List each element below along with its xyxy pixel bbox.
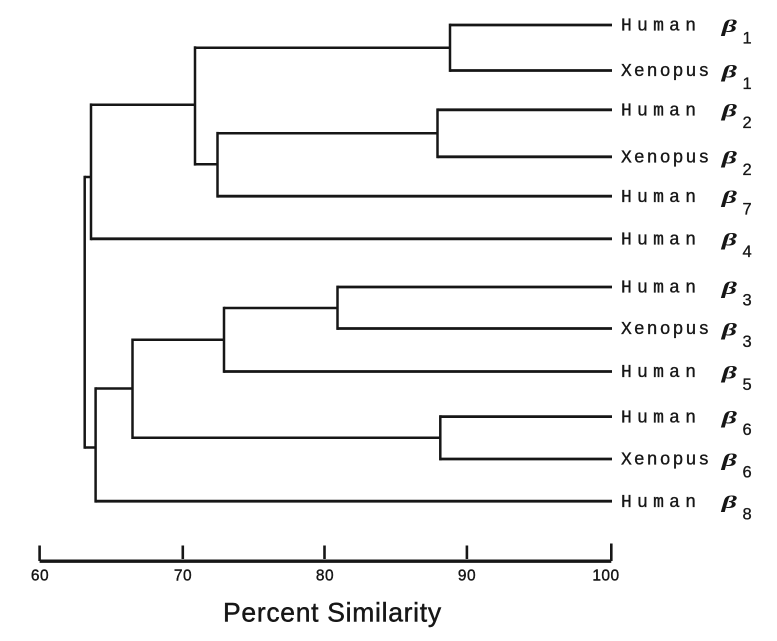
svg-text:β: β — [721, 148, 738, 168]
svg-text:β: β — [721, 320, 738, 340]
svg-text:β: β — [721, 408, 738, 428]
svg-text:Human: Human — [621, 279, 701, 299]
svg-text:Xenopus: Xenopus — [621, 451, 711, 471]
svg-text:β: β — [721, 230, 738, 250]
svg-text:60: 60 — [31, 568, 49, 585]
svg-text:β: β — [721, 101, 738, 121]
svg-text:2: 2 — [743, 114, 752, 132]
svg-text:Human: Human — [621, 17, 701, 37]
svg-text:3: 3 — [743, 291, 752, 309]
svg-text:Percent Similarity: Percent Similarity — [223, 597, 442, 627]
svg-text:6: 6 — [743, 421, 752, 439]
svg-text:3: 3 — [743, 333, 752, 351]
svg-text:Human: Human — [621, 363, 701, 383]
svg-text:β: β — [721, 493, 738, 513]
svg-text:β: β — [721, 363, 738, 383]
svg-text:70: 70 — [174, 568, 192, 585]
svg-text:β: β — [721, 188, 738, 208]
svg-text:Human: Human — [621, 231, 701, 251]
svg-text:Human: Human — [621, 493, 701, 513]
svg-text:β: β — [721, 450, 738, 470]
svg-text:2: 2 — [743, 161, 752, 179]
svg-text:90: 90 — [458, 568, 476, 585]
svg-text:8: 8 — [743, 506, 752, 524]
svg-text:4: 4 — [743, 243, 752, 261]
svg-text:β: β — [721, 62, 738, 82]
svg-text:100: 100 — [592, 568, 619, 585]
svg-text:7: 7 — [743, 201, 752, 219]
svg-text:80: 80 — [316, 568, 334, 585]
svg-text:β: β — [721, 278, 738, 298]
svg-text:Xenopus: Xenopus — [621, 149, 711, 169]
svg-text:1: 1 — [743, 29, 752, 47]
svg-text:Human: Human — [621, 408, 701, 428]
svg-text:5: 5 — [743, 376, 752, 394]
svg-text:6: 6 — [743, 463, 752, 481]
svg-text:Xenopus: Xenopus — [621, 320, 711, 340]
svg-text:1: 1 — [743, 75, 752, 93]
svg-text:Human: Human — [621, 102, 701, 122]
svg-text:Xenopus: Xenopus — [621, 62, 711, 82]
svg-text:Human: Human — [621, 188, 701, 208]
svg-text:β: β — [721, 16, 738, 36]
